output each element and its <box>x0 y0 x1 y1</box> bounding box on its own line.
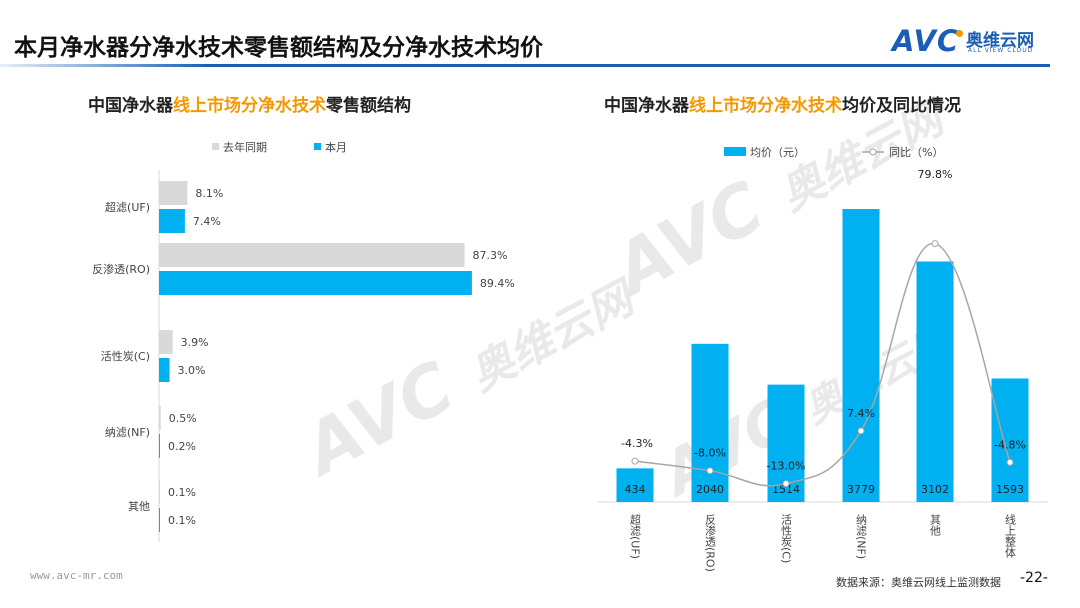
line-data-label: 7.4% <box>847 407 875 420</box>
bar <box>916 261 954 502</box>
category-label: 纳滤(NF) <box>105 426 150 439</box>
data-label: 8.1% <box>195 187 223 200</box>
bar <box>159 508 160 532</box>
category-label: 其他 <box>128 500 150 513</box>
line-marker <box>1006 458 1014 466</box>
bar <box>991 378 1029 502</box>
legend-marker <box>869 148 877 156</box>
yoy-line <box>634 242 1011 487</box>
legend-label: 同比（%） <box>889 146 943 159</box>
category-label: 超滤(UF) <box>629 513 642 559</box>
data-label: 0.2% <box>168 440 196 453</box>
line-data-label: -4.8% <box>994 438 1026 451</box>
data-label: 87.3% <box>473 249 508 262</box>
category-label: 反渗透(RO) <box>92 262 150 276</box>
data-label: 434 <box>625 483 646 496</box>
line-marker <box>631 457 639 465</box>
legend-label: 本月 <box>325 140 347 154</box>
data-label: 1593 <box>996 483 1024 496</box>
bar <box>842 209 880 502</box>
bar <box>159 480 160 504</box>
category-label: 线上整体 <box>1004 513 1017 558</box>
bar <box>159 358 170 382</box>
data-label: 0.1% <box>168 486 196 499</box>
legend-swatch <box>314 143 321 150</box>
bar <box>691 343 729 502</box>
legend-swatch <box>724 147 746 156</box>
category-label: 活性炭(C) <box>780 514 793 564</box>
line-marker <box>857 427 865 435</box>
line-data-label: -8.0% <box>694 447 726 460</box>
page-number: -22- <box>1020 570 1048 586</box>
right-chart-title: 中国净水器线上市场分净水技术均价及同比情况 <box>604 96 961 116</box>
website-url: www.avc-mr.com <box>30 569 123 582</box>
data-label: 3779 <box>847 483 875 496</box>
line-marker <box>931 240 939 248</box>
data-label: 7.4% <box>193 215 221 228</box>
data-label: 89.4% <box>480 277 515 290</box>
data-label: 3.0% <box>178 364 206 377</box>
line-data-label: -4.3% <box>621 437 653 450</box>
line-data-label: 79.8% <box>918 168 953 181</box>
category-label: 活性炭(C) <box>101 349 150 363</box>
category-label: 纳滤(NF) <box>855 514 868 559</box>
bar <box>159 209 185 233</box>
page-title: 本月净水器分净水技术零售额结构及分净水技术均价 <box>14 35 543 61</box>
header-divider <box>0 64 1050 67</box>
line-marker <box>706 467 714 475</box>
bar <box>159 330 173 354</box>
bar <box>159 271 472 295</box>
data-label: 1514 <box>772 483 800 496</box>
data-label: 2040 <box>696 483 724 496</box>
brand-logo: AVC 奥维云网 ALL VIEW CLOUD <box>892 24 1034 58</box>
category-label: 超滤(UF) <box>105 200 150 214</box>
bar <box>159 243 465 267</box>
left-chart-title: 中国净水器线上市场分净水技术零售额结构 <box>88 96 411 116</box>
data-label: 3.9% <box>181 336 209 349</box>
data-source: 数据来源：奥维云网线上监测数据 <box>836 576 1001 589</box>
legend-label: 去年同期 <box>223 140 267 154</box>
data-label: 0.5% <box>169 412 197 425</box>
bar <box>159 406 161 430</box>
category-label: 其他 <box>929 514 942 536</box>
bar <box>159 181 188 205</box>
data-label: 0.1% <box>168 514 196 527</box>
data-label: 3102 <box>921 483 949 496</box>
line-data-label: -13.0% <box>767 460 806 473</box>
category-label: 反渗透(RO) <box>704 514 717 572</box>
bar <box>159 434 160 458</box>
line-marker <box>782 480 790 488</box>
legend-swatch <box>212 143 219 150</box>
legend-label: 均价（元） <box>750 146 805 159</box>
bar <box>616 468 654 502</box>
